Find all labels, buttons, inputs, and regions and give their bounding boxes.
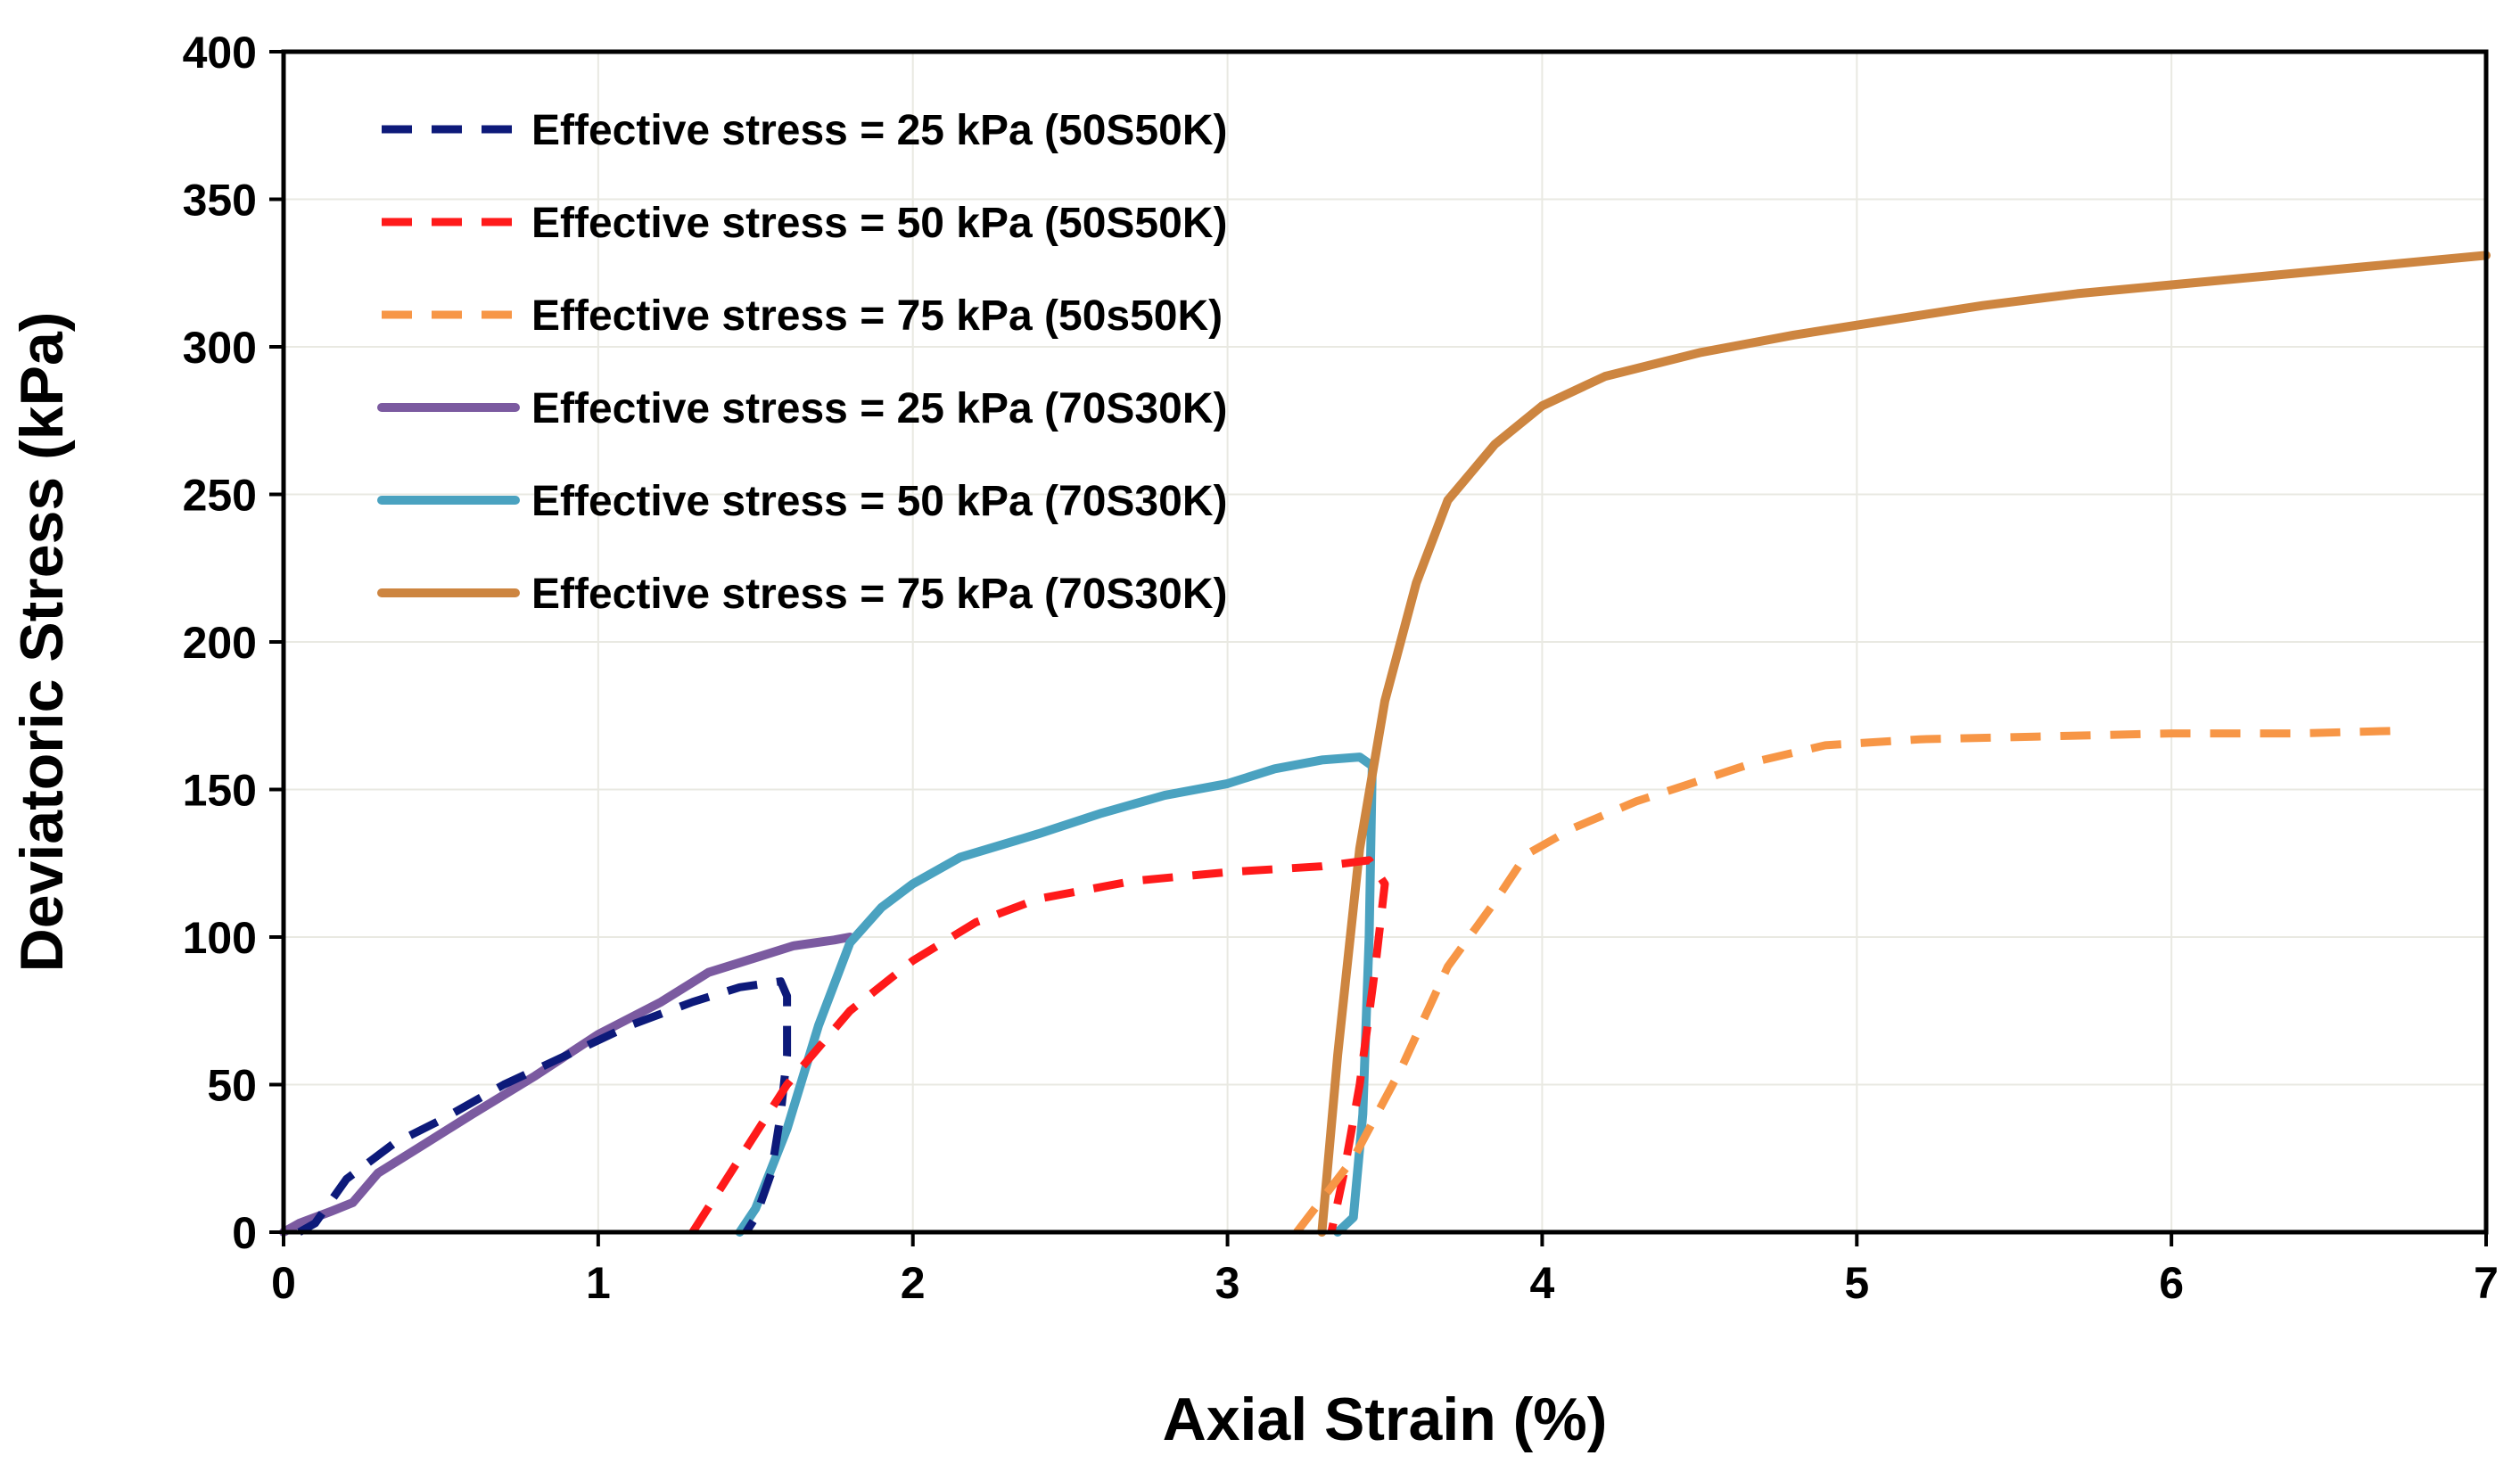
y-tick-label: 250 bbox=[183, 471, 257, 521]
x-tick-label: 5 bbox=[1844, 1258, 1869, 1308]
legend-label-2: Effective stress = 50 kPa (50S50K) bbox=[531, 200, 1227, 247]
y-tick-label: 100 bbox=[183, 913, 257, 963]
y-tick-labels: 0 50 100 150 200 250 300 350 400 bbox=[183, 28, 257, 1258]
y-axis-title: Deviatoric Stress (kPa) bbox=[8, 312, 76, 973]
legend-label-3: Effective stress = 75 kPa (50s50K) bbox=[531, 292, 1223, 340]
legend: Effective stress = 25 kPa (50S50K) Effect… bbox=[377, 107, 1227, 618]
y-tick-label: 200 bbox=[183, 618, 257, 668]
series-line-3 bbox=[1293, 726, 2408, 1235]
x-tick-label: 1 bbox=[586, 1258, 611, 1308]
y-tick-label: 150 bbox=[183, 766, 257, 816]
series-line-2 bbox=[688, 856, 1389, 1235]
series-line-1 bbox=[297, 977, 792, 1236]
gridlines bbox=[284, 52, 2486, 1232]
series-line-4 bbox=[279, 933, 855, 1237]
x-tick-label: 0 bbox=[271, 1258, 296, 1308]
x-tick-label: 3 bbox=[1215, 1258, 1240, 1308]
series-layer bbox=[279, 251, 2491, 1237]
x-tick-label: 2 bbox=[901, 1258, 926, 1308]
legend-label-1: Effective stress = 25 kPa (50S50K) bbox=[531, 107, 1227, 154]
y-tick-label: 350 bbox=[183, 176, 257, 226]
legend-label-6: Effective stress = 75 kPa (70S30K) bbox=[531, 571, 1227, 618]
axis-ticks bbox=[269, 50, 2488, 1246]
series-line-6 bbox=[1317, 251, 2491, 1237]
series-line-5 bbox=[735, 752, 1377, 1237]
x-axis-title: Axial Strain (%) bbox=[1163, 1386, 1608, 1453]
y-tick-label: 50 bbox=[207, 1061, 257, 1111]
y-tick-label: 400 bbox=[183, 28, 257, 78]
x-tick-labels: 0 1 2 3 4 5 6 7 bbox=[271, 1258, 2499, 1308]
x-tick-label: 4 bbox=[1530, 1258, 1555, 1308]
legend-label-4: Effective stress = 25 kPa (70S30K) bbox=[531, 385, 1227, 432]
y-tick-label: 0 bbox=[232, 1208, 257, 1258]
legend-label-5: Effective stress = 50 kPa (70S30K) bbox=[531, 478, 1227, 525]
x-tick-label: 7 bbox=[2474, 1258, 2499, 1308]
y-tick-label: 300 bbox=[183, 323, 257, 373]
x-tick-label: 6 bbox=[2159, 1258, 2184, 1308]
